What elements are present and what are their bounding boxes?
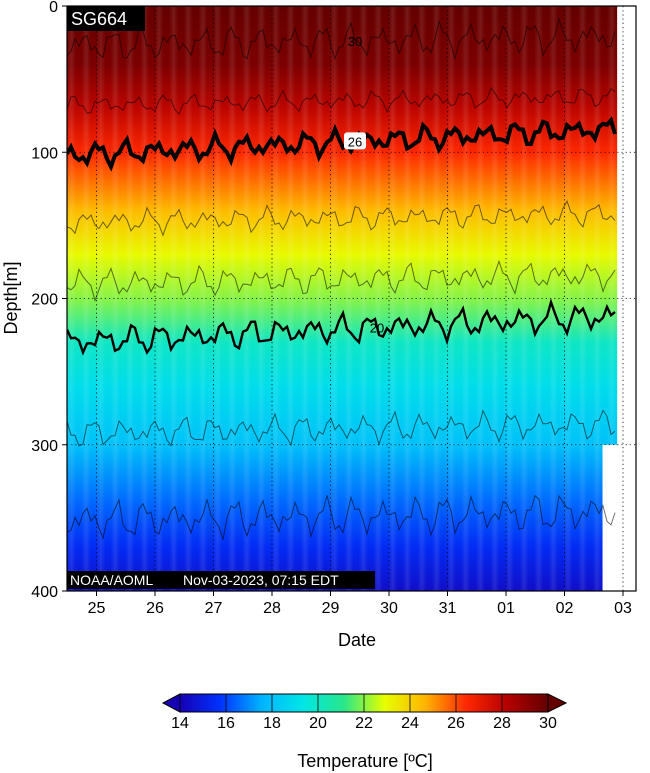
credit-bar: NOAA/AOML Nov-03-2023, 07:15 EDT (67, 571, 375, 589)
x-tick-label: 31 (439, 600, 457, 617)
colorbar: 14 16 18 20 22 24 26 28 30 Temperature [ºC] (163, 694, 566, 771)
y-tick-label: 100 (31, 145, 58, 162)
x-tick-label: 01 (497, 600, 515, 617)
x-tick-label: 27 (205, 600, 223, 617)
y-axis-ticks: 0 100 200 300 400 (31, 0, 67, 601)
x-tick-label: 25 (88, 600, 106, 617)
isotherm-label-30: 30 (348, 34, 362, 49)
y-axis-label: Depth[m] (1, 261, 21, 334)
y-tick-label: 400 (31, 584, 58, 601)
colorbar-tick-label: 20 (309, 715, 327, 732)
x-tick-label: 30 (380, 600, 398, 617)
colorbar-label: Temperature [ºC] (297, 751, 433, 771)
x-tick-label: 03 (614, 600, 632, 617)
y-tick-label: 300 (31, 438, 58, 455)
colorbar-tick-label: 30 (539, 715, 557, 732)
glider-id: SG664 (71, 9, 127, 29)
colorbar-tick-label: 22 (355, 715, 373, 732)
x-tick-label: 02 (556, 600, 574, 617)
colorbar-tick-label: 18 (263, 715, 281, 732)
x-axis-ticks: 25 26 27 28 29 30 31 01 02 03 (88, 591, 632, 617)
chart: 30 26 20 0 100 200 300 400 25 26 27 28 29 30 31 01 02 0… (0, 0, 650, 773)
colorbar-tick-label: 16 (217, 715, 235, 732)
credit-text: NOAA/AOML (70, 572, 153, 588)
timestamp-text: Nov-03-2023, 07:15 EDT (183, 572, 339, 588)
colorbar-tick-label: 28 (493, 715, 511, 732)
x-axis-label: Date (338, 630, 376, 650)
isotherm-label-26: 26 (348, 134, 362, 149)
plot-area: 30 26 20 (67, 6, 636, 591)
colorbar-tick-label: 24 (401, 715, 419, 732)
x-tick-label: 26 (146, 600, 164, 617)
colorbar-high-arrow (548, 694, 566, 712)
glider-tag: SG664 (67, 6, 145, 31)
isotherm-label-20: 20 (370, 321, 384, 336)
colorbar-low-arrow (163, 694, 180, 712)
y-tick-label: 200 (31, 292, 58, 309)
y-tick-label: 0 (49, 0, 58, 16)
x-tick-label: 28 (263, 600, 281, 617)
colorbar-tick-label: 26 (447, 715, 465, 732)
colorbar-tick-label: 14 (171, 715, 189, 732)
temperature-heatmap (67, 6, 617, 591)
x-tick-label: 29 (322, 600, 340, 617)
